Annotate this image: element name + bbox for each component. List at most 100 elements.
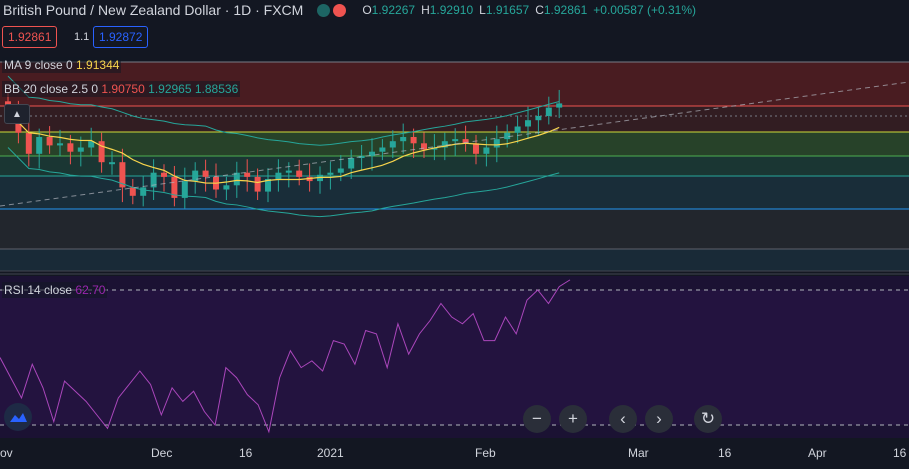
ma-legend[interactable]: MA 9 close 0 1.91344 bbox=[2, 57, 122, 73]
candle-body bbox=[337, 168, 344, 173]
bb-lower-line bbox=[7, 147, 560, 218]
candle-body bbox=[525, 120, 531, 127]
chevron-left-icon: ‹ bbox=[620, 409, 626, 428]
candle-body bbox=[46, 137, 53, 146]
buy-price-button[interactable]: 1.92872 bbox=[93, 26, 149, 48]
candle-body bbox=[129, 187, 136, 196]
bb-lower-value: 1.88536 bbox=[194, 82, 239, 96]
spread-value: 1.1 bbox=[74, 31, 90, 43]
candle-body bbox=[473, 143, 479, 154]
fib-zone-1 bbox=[0, 106, 909, 132]
rsi-name: RSI 14 close bbox=[4, 283, 73, 297]
fib-zone-5 bbox=[0, 209, 909, 249]
collapse-legend-button[interactable]: ▲ bbox=[4, 104, 30, 124]
candle-body bbox=[462, 139, 469, 144]
candle-body bbox=[192, 170, 199, 182]
candle-body bbox=[296, 170, 303, 177]
open-value: 1.92267 bbox=[371, 3, 416, 17]
chevron-right-icon: › bbox=[656, 409, 662, 428]
symbol-title[interactable]: British Pound / New Zealand Dollar · 1D … bbox=[3, 2, 304, 18]
candle-body bbox=[109, 162, 115, 165]
candle-body bbox=[348, 158, 355, 169]
candle-body bbox=[327, 172, 334, 175]
rsi-legend[interactable]: RSI 14 close 62.70 bbox=[2, 282, 108, 298]
x-axis-label: Feb bbox=[475, 446, 496, 460]
candle-body bbox=[389, 141, 396, 148]
rsi-line bbox=[0, 279, 571, 434]
scroll-right-button[interactable]: › bbox=[645, 405, 673, 433]
ma-line bbox=[7, 111, 560, 184]
candle-body bbox=[25, 132, 32, 154]
zoom-out-button[interactable]: − bbox=[523, 405, 551, 433]
candle-body bbox=[400, 137, 407, 142]
close-value: 1.92861 bbox=[543, 3, 588, 17]
x-axis-label: Mar bbox=[628, 446, 649, 460]
candle-body bbox=[421, 143, 427, 150]
low-value: 1.91657 bbox=[485, 3, 530, 17]
candle-body bbox=[119, 162, 126, 188]
high-label: H bbox=[421, 3, 430, 17]
high-value: 1.92910 bbox=[429, 3, 474, 17]
candle-body bbox=[410, 137, 417, 144]
candle-body bbox=[265, 179, 271, 192]
alert-icon[interactable] bbox=[333, 3, 347, 17]
bb-basis-value: 1.92965 bbox=[148, 82, 192, 96]
x-axis-label: 16 bbox=[893, 446, 907, 460]
reset-chart-button[interactable]: ↻ bbox=[694, 405, 722, 433]
scroll-left-button[interactable]: ‹ bbox=[609, 405, 637, 433]
tradingview-logo-icon[interactable] bbox=[4, 403, 32, 431]
chevron-up-icon: ▲ bbox=[12, 108, 22, 120]
low-label: L bbox=[479, 3, 486, 17]
candle-body bbox=[535, 116, 542, 121]
plus-icon: + bbox=[568, 409, 578, 428]
minus-icon: − bbox=[532, 409, 542, 428]
candle-body bbox=[57, 143, 63, 146]
candle-body bbox=[254, 176, 261, 192]
candle-body bbox=[441, 141, 448, 148]
zoom-in-button[interactable]: + bbox=[559, 405, 587, 433]
candle-body bbox=[244, 172, 251, 177]
candle-body bbox=[556, 103, 563, 108]
candle-body bbox=[161, 172, 167, 177]
close-label: C bbox=[535, 3, 544, 17]
change-value: +0.00587 (+0.31%) bbox=[593, 3, 697, 17]
candle-body bbox=[285, 170, 292, 173]
rsi-value: 62.70 bbox=[75, 283, 106, 297]
ohlc-values: O1.92267 H1.92910 L1.91657 C1.92861 +0.0… bbox=[362, 3, 696, 17]
candle-body bbox=[223, 185, 230, 190]
rsi-band-fill bbox=[0, 290, 909, 425]
fib-zone-4 bbox=[0, 176, 909, 209]
candle-body bbox=[202, 170, 209, 177]
x-axis-label: ov bbox=[0, 446, 13, 460]
market-open-icon bbox=[317, 3, 331, 17]
bb-upper-value: 1.90750 bbox=[101, 82, 145, 96]
chart-header: British Pound / New Zealand Dollar · 1D … bbox=[0, 0, 696, 20]
fib-zone-3 bbox=[0, 156, 909, 176]
x-axis-label: Apr bbox=[808, 446, 827, 460]
candle-body bbox=[150, 172, 157, 188]
candle-body bbox=[493, 139, 500, 148]
candle-body bbox=[452, 139, 459, 142]
x-axis-label: 2021 bbox=[317, 446, 344, 460]
candle-body bbox=[36, 137, 43, 154]
ma-value: 1.91344 bbox=[76, 58, 120, 72]
candle-body bbox=[483, 147, 490, 154]
candle-body bbox=[181, 181, 188, 198]
market-status bbox=[317, 3, 347, 17]
sell-price-button[interactable]: 1.92861 bbox=[2, 26, 58, 48]
candle-body bbox=[275, 172, 282, 179]
x-axis-label: 16 bbox=[718, 446, 732, 460]
x-axis-label: 16 bbox=[239, 446, 253, 460]
candle-body bbox=[504, 132, 511, 140]
candle-body bbox=[545, 107, 552, 116]
bb-name: BB 20 close 2.5 0 bbox=[4, 82, 99, 96]
ma-name: MA 9 close 0 bbox=[4, 58, 73, 72]
bb-legend[interactable]: BB 20 close 2.5 0 1.90750 1.92965 1.8853… bbox=[2, 81, 241, 97]
candle-body bbox=[67, 143, 74, 152]
open-label: O bbox=[362, 3, 372, 17]
candle-body bbox=[171, 176, 178, 198]
candle-body bbox=[233, 172, 240, 186]
bb-upper-line bbox=[7, 75, 560, 146]
reset-icon: ↻ bbox=[700, 409, 716, 428]
